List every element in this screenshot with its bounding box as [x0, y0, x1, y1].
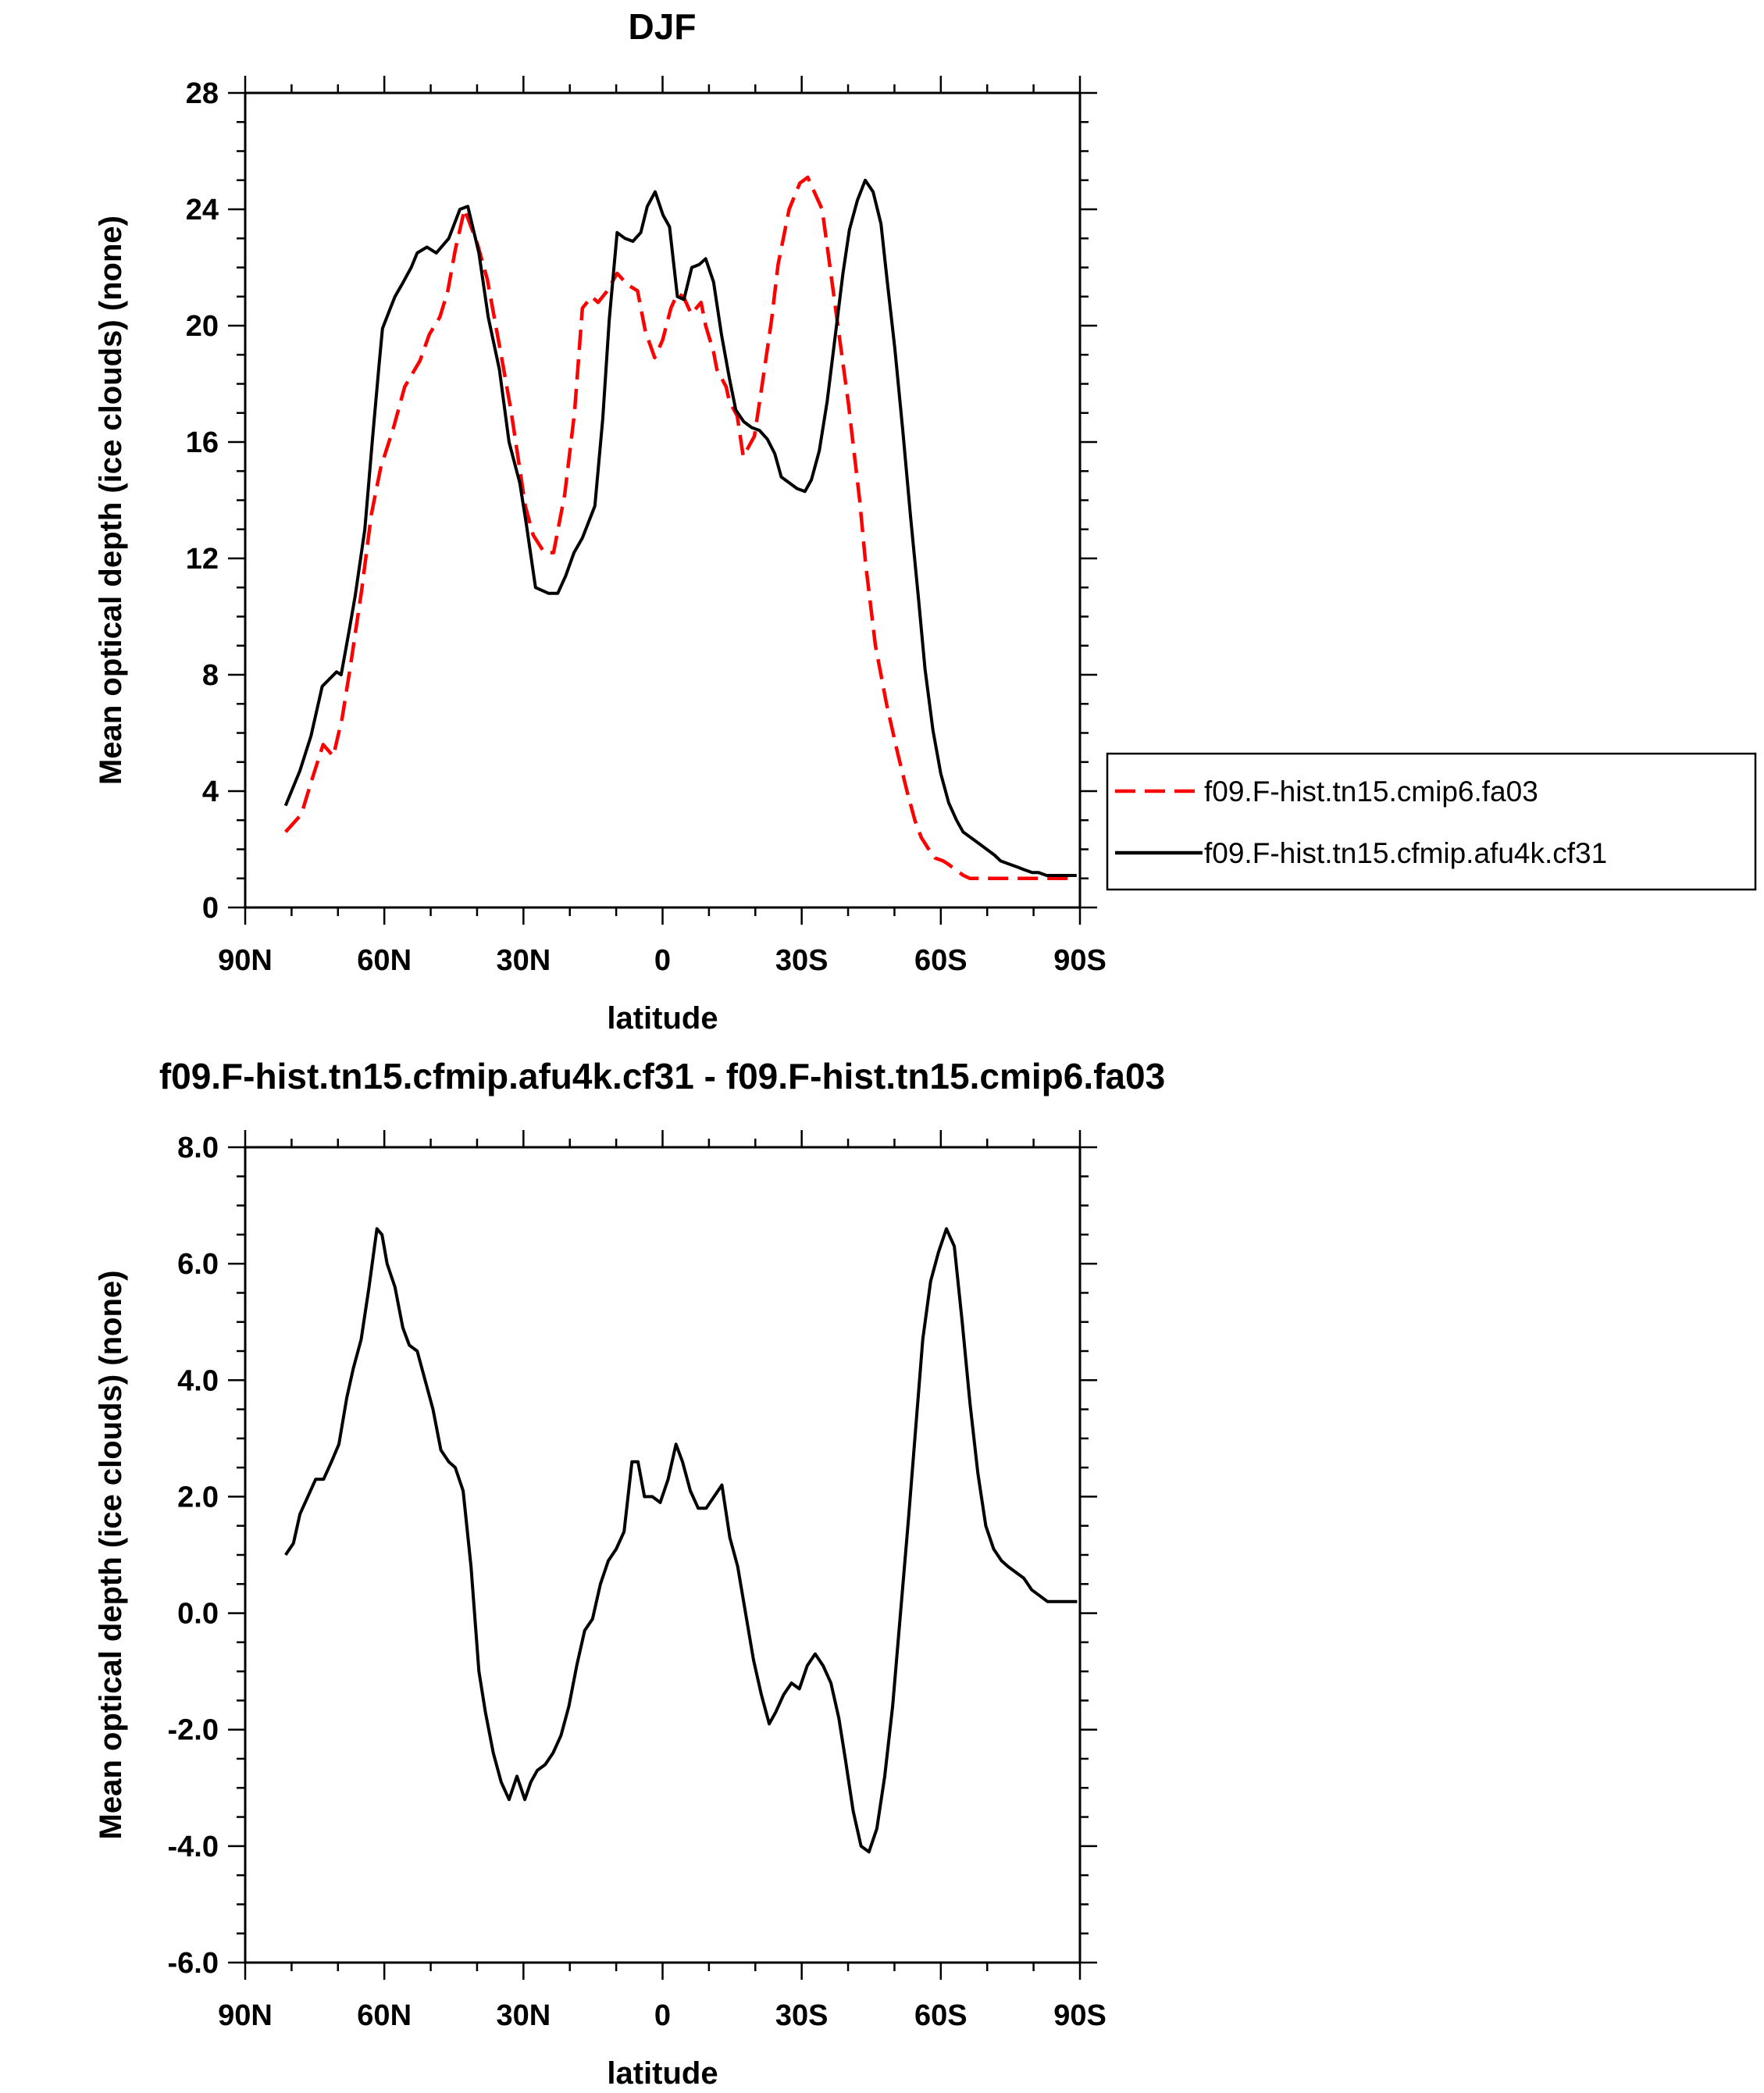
x-axis-label: latitude — [607, 1001, 718, 1036]
y-tick-label: -6.0 — [168, 1947, 219, 1980]
x-tick-label: 30N — [496, 1999, 551, 2032]
legend-label-1: f09.F-hist.tn15.cmip6.fa03 — [1204, 776, 1538, 808]
panel-1: DJF 90N 60N 30N 0 30S 60S 90S 0 4 8 12 16 20 24 28 latit… — [94, 6, 1107, 1036]
y-tick-label: -4.0 — [168, 1831, 219, 1863]
x-tick-label: 30S — [775, 1999, 829, 2032]
y-tick-label: 0 — [202, 892, 219, 925]
x-tick-label: 90S — [1053, 1999, 1107, 2032]
x-tick-label: 60N — [357, 1999, 412, 2032]
legend-label-2: f09.F-hist.tn15.cfmip.afu4k.cf31 — [1204, 837, 1607, 869]
y-axis-label: Mean optical depth (ice clouds) (none) — [94, 1271, 128, 1840]
x-tick-label: 60S — [914, 1999, 968, 2032]
y-tick-label: 8.0 — [177, 1132, 219, 1164]
y-tick-label: 24 — [186, 194, 219, 226]
panel-2: f09.F-hist.tn15.cfmip.afu4k.cf31 - f09.F… — [94, 1056, 1165, 2091]
y-tick-label: 16 — [186, 426, 219, 459]
y-tick-label: 2.0 — [177, 1481, 219, 1514]
x-tick-label: 60N — [357, 944, 412, 977]
x-tick-label: 0 — [654, 944, 671, 977]
y-tick-label: 20 — [186, 310, 219, 343]
y-axis-label: Mean optical depth (ice clouds) (none) — [94, 216, 128, 785]
series-line-2 — [283, 178, 1077, 877]
y-tick-label: 4.0 — [177, 1364, 219, 1397]
x-tick-label: 90N — [218, 1999, 273, 2032]
y-tick-label: 6.0 — [177, 1248, 219, 1281]
series-line-1 — [284, 1227, 1078, 1854]
x-tick-label: 60S — [914, 944, 968, 977]
x-axis-label: latitude — [607, 2056, 718, 2091]
y-tick-label: 0.0 — [177, 1598, 219, 1631]
y-tick-label: 4 — [202, 776, 219, 808]
x-tick-label: 30S — [775, 944, 829, 977]
chart-title: DJF — [629, 6, 697, 47]
y-tick-label: 12 — [186, 543, 219, 576]
y-tick-label: -2.0 — [168, 1714, 219, 1747]
x-tick-label: 90S — [1053, 944, 1107, 977]
chart-title: f09.F-hist.tn15.cfmip.afu4k.cf31 - f09.F… — [159, 1056, 1165, 1096]
x-tick-label: 0 — [654, 1999, 671, 2032]
legend-box — [1106, 752, 1757, 891]
x-tick-label: 30N — [496, 944, 551, 977]
legend: f09.F-hist.tn15.cmip6.fa03 f09.F-hist.tn1… — [1106, 752, 1757, 891]
x-tick-label: 90N — [218, 944, 273, 977]
y-tick-label: 8 — [202, 659, 219, 692]
y-tick-label: 28 — [186, 77, 219, 110]
series-line-1 — [284, 175, 1078, 881]
